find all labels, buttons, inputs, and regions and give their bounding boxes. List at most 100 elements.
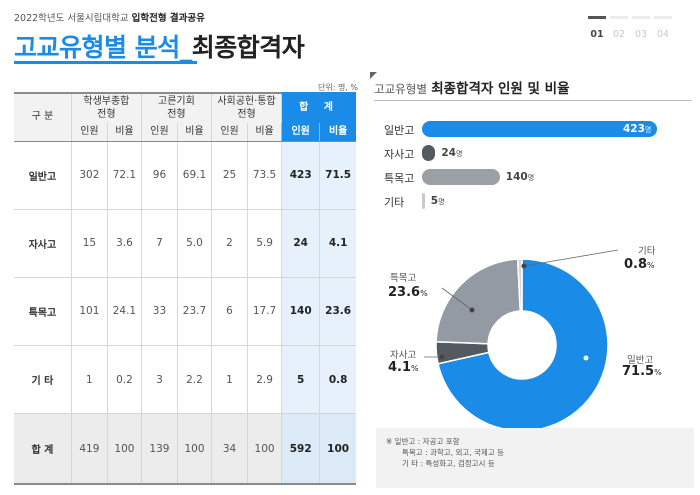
donut-category-label: 자사고 (390, 350, 417, 361)
cell: 7 (140, 209, 178, 278)
cell: 139 (140, 413, 178, 486)
footnote-line: 기 타 : 특성화고, 검정고시 등 (402, 459, 495, 468)
donut-label-dot (583, 355, 589, 361)
table-row: 특목고 101 24.1 33 23.7 6 17.7 140 23.6 (14, 277, 356, 347)
donut-chart-svg (424, 249, 619, 432)
bar (422, 193, 425, 209)
cell: 101 (70, 277, 108, 347)
cell: 69.1 (177, 141, 212, 210)
donut-label-dot (469, 307, 475, 313)
bar-value-label: 5명 (430, 195, 445, 207)
chart-panel-title: 고교유형별 최종합격자 인원 및 비율 (374, 77, 570, 97)
page-indicator-bar[interactable] (588, 16, 606, 19)
footnote: ※ 일반고 : 자공고 포함 특목고 : 과학고, 외고, 국제고 등 기 타 … (376, 428, 694, 488)
header-sum: 합 계 (281, 92, 356, 123)
page-number[interactable]: 01 (590, 29, 604, 40)
panel-corner-marker (370, 72, 377, 79)
page-indicator-bar[interactable] (610, 16, 628, 19)
donut-category-label: 특목고 (390, 273, 417, 284)
sum-ratio-cell: 71.5 (319, 141, 356, 210)
header-group-sahoe: 사회공헌·통합 전형 (210, 92, 282, 123)
donut-label-dot (521, 263, 527, 269)
cell: 302 (70, 141, 108, 210)
row-label: 기 타 (14, 345, 72, 415)
page-title-main: 고교유형별 분석 (14, 33, 180, 62)
sub-header-ratio: 비율 (247, 123, 282, 142)
header-group-goreun: 고른기회 전형 (140, 92, 212, 123)
footnote-line: 특목고 : 과학고, 외고, 국제고 등 (402, 448, 505, 457)
cell: 73.5 (247, 141, 282, 210)
page-indicator-bar[interactable] (654, 16, 672, 19)
cell: 1 (70, 345, 108, 415)
sum-count-cell: 5 (281, 345, 320, 415)
sub-header-sum-count: 인원 (281, 123, 320, 142)
cell: 72.1 (106, 141, 142, 210)
cell: 100 (247, 413, 282, 486)
cell: 0.2 (106, 345, 142, 415)
donut-value-label: 71.5% (622, 364, 662, 379)
page-title: 고교유형별 분석_최종합격자 (14, 28, 305, 64)
footnote-line: ※ 일반고 : 자공고 포함 (386, 437, 460, 446)
report-label: 입학전형 결과공유 (131, 13, 205, 24)
bar (422, 121, 657, 137)
cell: 33 (140, 277, 178, 347)
donut-slice (516, 258, 523, 312)
cell: 96 (140, 141, 178, 210)
sum-count-cell: 24 (281, 209, 320, 278)
chart-panel-title-prefix: 고교유형별 (374, 82, 427, 96)
table-total-row: 합 계 419 100 139 100 34 100 592 100 (14, 413, 356, 486)
bar-value-label: 24명 (441, 147, 463, 159)
page-number[interactable]: 02 (612, 29, 626, 40)
cell: 3 (140, 345, 178, 415)
header-group-hakjong: 학생부종합 전형 (70, 92, 142, 123)
sub-header-ratio: 비율 (106, 123, 142, 142)
sum-count-cell: 423 (281, 141, 320, 210)
cell: 34 (210, 413, 248, 486)
row-label: 일반고 (14, 141, 72, 210)
table-unit: 단위: 명, % (318, 83, 359, 92)
page-number[interactable]: 04 (656, 29, 670, 40)
cell: 23.7 (177, 277, 212, 347)
page-indicator-bar[interactable] (632, 16, 650, 19)
table-row: 일반고 302 72.1 96 69.1 25 73.5 423 71.5 (14, 141, 356, 210)
donut-slice (437, 258, 609, 432)
chart-panel-title-main: 최종합격자 인원 및 비율 (431, 81, 570, 97)
donut-value-label: 4.1% (388, 360, 419, 375)
sub-header-ratio: 비율 (177, 123, 212, 142)
bar (422, 169, 500, 185)
row-label: 특목고 (14, 277, 72, 347)
cell: 5.0 (177, 209, 212, 278)
cell: 100 (177, 413, 212, 486)
donut-category-label: 기타 (638, 246, 656, 257)
title-underline (14, 61, 197, 64)
sum-ratio-cell: 100 (319, 413, 356, 486)
cell: 1 (210, 345, 248, 415)
page-number[interactable]: 03 (634, 29, 648, 40)
cell: 100 (106, 413, 142, 486)
donut-value-label: 0.8% (624, 257, 655, 272)
sum-count-cell: 592 (281, 413, 320, 486)
donut-chart: 일반고 71.5% 자사고 4.1% 특목고 23.6% 기타 0.8% (374, 240, 694, 435)
table-row: 기 타 1 0.2 3 2.2 1 2.9 5 0.8 (14, 345, 356, 415)
sub-header-count: 인원 (70, 123, 108, 142)
cell: 3.6 (106, 209, 142, 278)
sum-ratio-cell: 0.8 (319, 345, 356, 415)
bar-value-label: 423명 (623, 123, 652, 135)
bar-category-label: 기타 (384, 196, 405, 209)
cell: 15 (70, 209, 108, 278)
sub-header-count: 인원 (210, 123, 248, 142)
table-row: 자사고 15 3.6 7 5.0 2 5.9 24 4.1 (14, 209, 356, 278)
row-label: 합 계 (14, 413, 72, 486)
header-gubun: 구 분 (14, 92, 72, 142)
cell: 2 (210, 209, 248, 278)
sum-count-cell: 140 (281, 277, 320, 347)
year-label: 2022학년도 서울시립대학교 (14, 13, 129, 24)
donut-value-label: 23.6% (388, 285, 428, 300)
bar-value-label: 140명 (505, 171, 535, 183)
sum-ratio-cell: 4.1 (319, 209, 356, 278)
row-label: 자사고 (14, 209, 72, 278)
bar-category-label: 자사고 (384, 148, 415, 161)
donut-slice (435, 258, 522, 345)
cell: 24.1 (106, 277, 142, 347)
results-table: 구 분 학생부종합 전형 고른기회 전형 사회공헌·통합 전형 합 계 인원 비… (14, 92, 356, 486)
